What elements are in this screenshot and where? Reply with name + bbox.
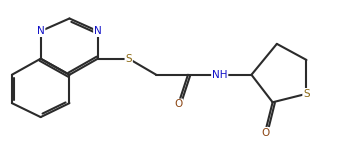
Text: O: O [174, 99, 182, 109]
Text: NH: NH [212, 70, 228, 80]
Text: N: N [37, 26, 45, 36]
Text: S: S [303, 89, 310, 99]
Text: S: S [125, 54, 132, 64]
Text: N: N [94, 26, 102, 36]
Text: O: O [261, 128, 269, 138]
